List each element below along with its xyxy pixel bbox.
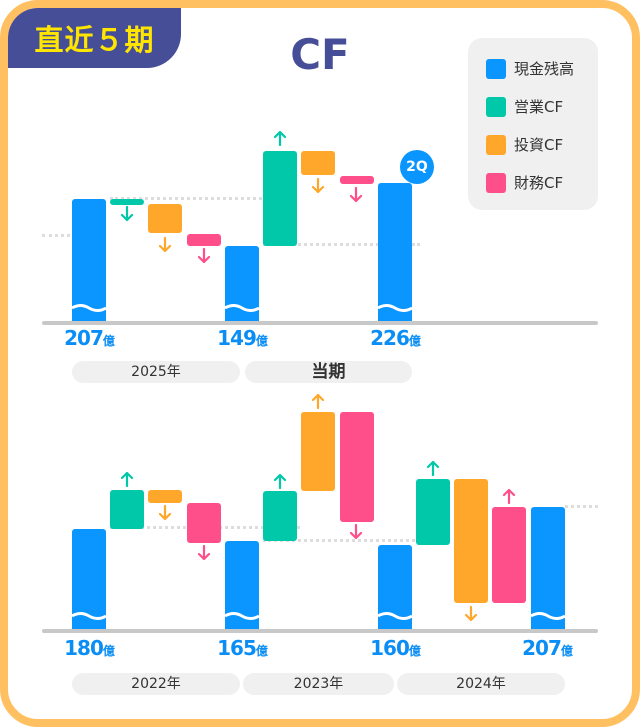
legend-swatch <box>486 172 506 193</box>
financing-cf-bar <box>340 412 374 522</box>
guide-line <box>110 197 262 200</box>
period-label: 2024年 <box>397 673 565 695</box>
period-label: 当期 <box>245 361 412 383</box>
investing-cf-bar <box>301 412 335 491</box>
investing-cf-bar <box>454 479 488 603</box>
cash-bar <box>378 183 412 323</box>
arrow-down-icon <box>349 186 363 207</box>
legend-label: 財務CF <box>514 174 564 192</box>
wave-break-icon <box>72 612 106 620</box>
arrow-up-icon <box>502 488 516 508</box>
legend-investing-cf: 投資CF <box>486 134 563 155</box>
guide-line <box>263 539 415 542</box>
arrow-down-icon <box>197 544 211 565</box>
investing-cf-bar <box>301 151 335 175</box>
wave-break-icon <box>225 304 259 312</box>
legend-label: 営業CF <box>514 98 564 116</box>
current-period-marker: 2Q <box>400 150 434 184</box>
operating-cf-bar <box>110 490 144 529</box>
cash-bar <box>531 507 565 631</box>
wave-break-icon <box>378 304 412 312</box>
period-label: 2023年 <box>243 673 394 695</box>
cash-bar <box>378 545 412 631</box>
balance-label: 160億 <box>370 636 421 660</box>
cash-bar <box>72 199 106 323</box>
period-badge: 直近５期 <box>8 8 181 68</box>
legend-cash: 現金残高 <box>486 58 574 79</box>
operating-cf-bar <box>110 199 144 205</box>
balance-label: 207億 <box>64 326 115 350</box>
financing-cf-bar <box>492 507 526 603</box>
arrow-down-icon <box>349 523 363 544</box>
period-label: 2025年 <box>72 361 240 383</box>
financing-cf-bar <box>187 234 221 246</box>
wave-break-icon <box>72 304 106 312</box>
balance-label: 180億 <box>64 636 115 660</box>
arrow-down-icon <box>120 205 134 226</box>
legend-operating-cf: 営業CF <box>486 96 563 117</box>
arrow-down-icon <box>197 247 211 268</box>
financing-cf-bar <box>187 503 221 543</box>
arrow-down-icon <box>311 177 325 198</box>
legend-swatch <box>486 96 506 117</box>
wave-break-icon <box>531 612 565 620</box>
investing-cf-bar <box>148 490 182 503</box>
legend-swatch <box>486 58 506 79</box>
arrow-down-icon <box>158 236 172 257</box>
balance-label: 149億 <box>217 326 268 350</box>
guide-line <box>565 505 598 508</box>
arrow-up-icon <box>426 460 440 480</box>
baseline <box>42 629 598 633</box>
guide-line <box>263 243 420 246</box>
arrow-up-icon <box>273 473 287 493</box>
arrow-down-icon <box>158 504 172 525</box>
operating-cf-bar <box>263 151 297 246</box>
balance-label: 165億 <box>217 636 268 660</box>
chart-title: CF <box>290 30 350 79</box>
legend-label: 投資CF <box>514 136 564 154</box>
arrow-up-icon <box>273 130 287 150</box>
arrow-up-icon <box>311 393 325 413</box>
cash-bar <box>225 541 259 631</box>
wave-break-icon <box>378 612 412 620</box>
legend-financing-cf: 財務CF <box>486 172 563 193</box>
wave-break-icon <box>225 612 259 620</box>
legend: 現金残高営業CF 投資CF 財務CF <box>468 38 598 210</box>
legend-swatch <box>486 134 506 155</box>
cash-bar <box>72 529 106 631</box>
investing-cf-bar <box>148 204 182 233</box>
baseline <box>42 321 598 325</box>
balance-label: 207億 <box>522 636 573 660</box>
period-label: 2022年 <box>72 673 240 695</box>
cash-bar <box>225 246 259 323</box>
balance-label: 226億 <box>370 326 421 350</box>
arrow-down-icon <box>464 605 478 626</box>
financing-cf-bar <box>340 176 374 184</box>
legend-label: 現金残高 <box>514 60 575 78</box>
operating-cf-bar <box>416 479 450 545</box>
arrow-up-icon <box>120 471 134 491</box>
operating-cf-bar <box>263 491 297 541</box>
